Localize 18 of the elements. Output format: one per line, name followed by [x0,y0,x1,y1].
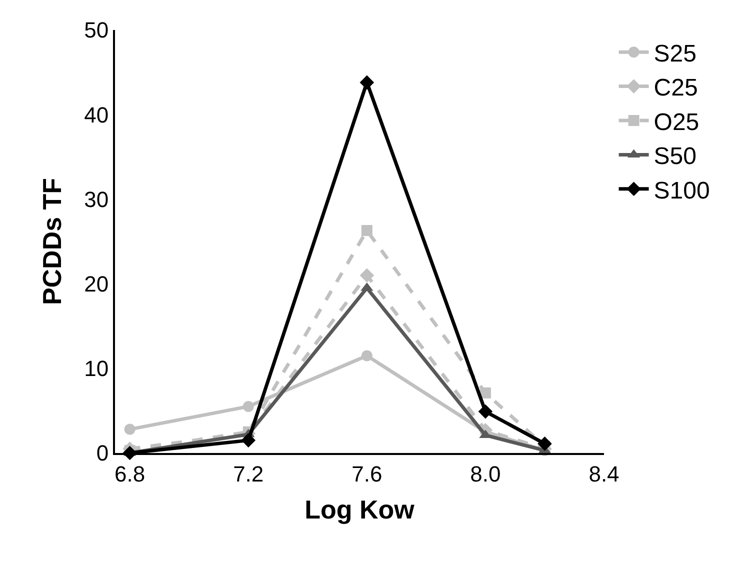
x-tick-label: 8.4 [588,461,620,486]
legend-label: S100 [654,177,710,204]
x-axis-title: Log Kow [304,494,416,525]
y-tick-label: 20 [84,272,109,296]
y-axis-title: PCDDs TF [37,178,68,306]
x-tick-label: 6.8 [114,461,146,486]
y-tick-label: 0 [96,440,109,466]
legend-label: S50 [654,143,696,170]
legend-label: O25 [654,108,700,136]
y-tick-label: 40 [84,102,109,128]
x-tick-label: 7.6 [352,461,382,486]
y-tick-label: 30 [84,186,109,212]
legend-label: S25 [654,40,696,68]
x-tick-label: 7.2 [233,461,264,486]
legend-label: C25 [654,74,698,102]
x-tick-label: 8.0 [470,461,501,486]
y-tick-label: 50 [84,18,109,43]
y-tick-label: 10 [84,356,109,382]
